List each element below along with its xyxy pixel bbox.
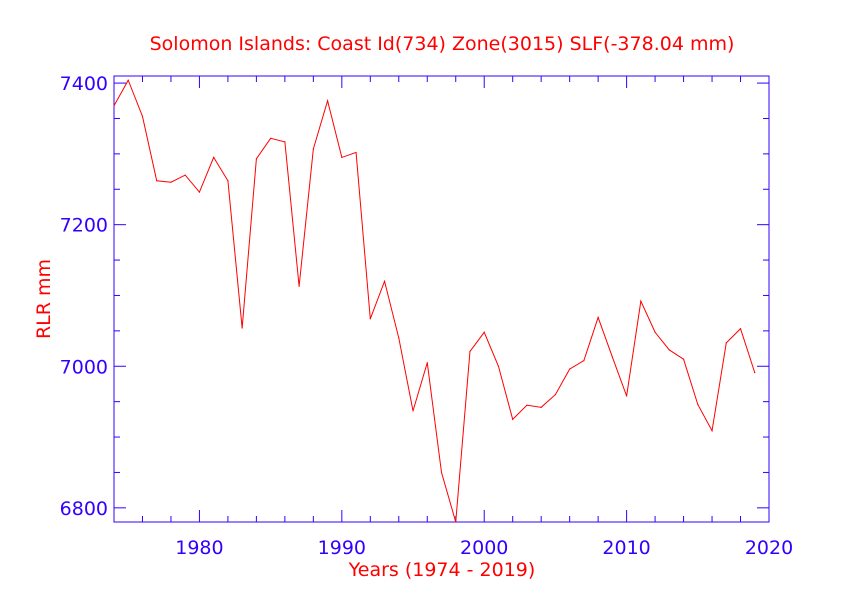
data-point <box>412 410 414 412</box>
data-point <box>512 418 514 420</box>
data-point <box>156 180 158 182</box>
data-point <box>597 316 599 319</box>
data-point <box>497 365 500 367</box>
data-point <box>141 115 144 117</box>
data-point <box>284 141 286 143</box>
x-axis-label: Years (1974 - 2019) <box>348 559 536 581</box>
data-point <box>754 372 756 374</box>
y-tick-label: 7000 <box>60 356 108 378</box>
data-point <box>127 79 129 81</box>
data-point <box>198 191 201 193</box>
data-point <box>682 358 685 360</box>
data-point <box>668 349 670 351</box>
chart-title: Solomon Islands: Coast Id(734) Zone(3015… <box>150 33 735 55</box>
data-point <box>469 350 471 352</box>
data-points <box>113 79 756 523</box>
data-point <box>341 156 343 159</box>
data-point <box>170 181 172 183</box>
x-tick-label: 1990 <box>318 537 366 559</box>
y-tick-label: 7200 <box>60 215 108 237</box>
x-tick-label: 2020 <box>745 537 793 559</box>
data-point <box>626 395 628 397</box>
x-tick-label: 1980 <box>175 537 223 559</box>
data-point <box>554 393 557 396</box>
data-point <box>113 105 115 107</box>
data-point <box>383 280 386 282</box>
data-point <box>369 318 371 320</box>
data-point <box>440 471 443 474</box>
data-point <box>711 430 713 432</box>
data-point <box>255 158 257 160</box>
data-point <box>654 331 656 333</box>
data-point <box>640 300 642 302</box>
y-tick-label: 7400 <box>60 73 108 95</box>
plot-frame <box>113 75 770 523</box>
data-point <box>184 174 186 176</box>
data-point <box>398 337 400 339</box>
data-point <box>526 404 528 406</box>
data-point <box>312 148 314 150</box>
axis-tick-labels: 1980 1990 2000 2010 2020 6800 7000 7200 7400 <box>60 73 794 559</box>
data-point <box>227 180 229 182</box>
series-line <box>113 79 756 523</box>
data-point <box>213 156 215 159</box>
y-axis-label: RLR mm <box>33 259 55 339</box>
data-point <box>270 137 272 139</box>
data-point <box>455 521 457 523</box>
data-point <box>298 285 300 287</box>
data-point <box>426 362 428 364</box>
data-point <box>241 327 243 329</box>
data-point <box>326 100 329 102</box>
data-point <box>739 328 742 330</box>
data-point <box>583 359 585 362</box>
data-point <box>355 151 357 154</box>
data-point <box>611 356 613 358</box>
data-point <box>483 331 485 333</box>
data-point <box>569 368 571 370</box>
axis-ticks <box>114 76 770 522</box>
data-point <box>697 403 699 406</box>
x-tick-label: 2010 <box>602 537 650 559</box>
y-tick-label: 6800 <box>60 498 108 520</box>
data-point <box>725 342 727 344</box>
x-tick-label: 2000 <box>460 537 508 559</box>
data-point <box>540 406 542 408</box>
